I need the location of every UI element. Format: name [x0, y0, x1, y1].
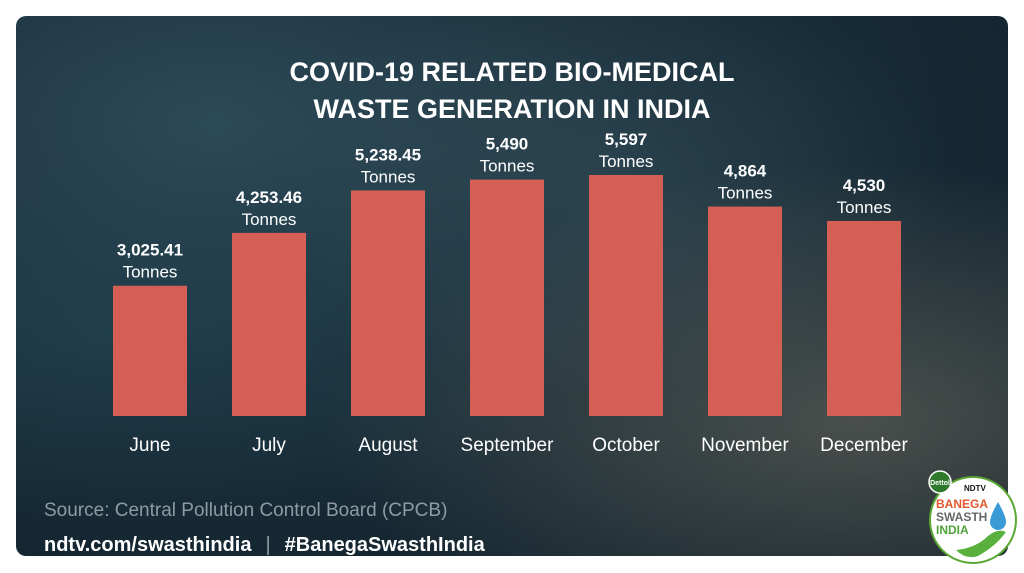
- svg-text:INDIA: INDIA: [936, 523, 969, 537]
- title-line-2: WASTE GENERATION IN INDIA: [313, 94, 711, 124]
- bar-june: [113, 285, 187, 416]
- unit-label: Tonnes: [123, 263, 178, 282]
- value-label: 4,530: [843, 176, 886, 195]
- value-label: 5,238.45: [355, 145, 421, 164]
- svg-text:NDTV: NDTV: [964, 484, 986, 493]
- bar-august: [351, 190, 425, 416]
- footer: ndtv.com/swasthindia | #BanegaSwasthIndia: [44, 534, 485, 556]
- unit-label: Tonnes: [480, 157, 535, 176]
- value-label: 4,864: [724, 162, 767, 181]
- category-label: July: [252, 435, 286, 456]
- category-label: October: [592, 435, 660, 456]
- unit-label: Tonnes: [242, 210, 297, 229]
- bar-november: [708, 206, 782, 416]
- category-label: November: [701, 435, 789, 456]
- footer-url[interactable]: ndtv.com/swasthindia: [44, 534, 252, 556]
- value-label: 4,253.46: [236, 188, 302, 207]
- category-label: December: [820, 435, 908, 456]
- value-label: 5,597: [605, 130, 648, 149]
- value-label: 3,025.41: [117, 241, 183, 260]
- bar-october: [589, 175, 663, 416]
- svg-text:SWASTH: SWASTH: [936, 510, 987, 524]
- category-label: August: [358, 435, 418, 456]
- bar-july: [232, 232, 306, 416]
- chart-title: COVID-19 RELATED BIO-MEDICAL WASTE GENER…: [16, 54, 1008, 128]
- category-label: June: [129, 435, 170, 456]
- title-line-1: COVID-19 RELATED BIO-MEDICAL: [289, 57, 735, 87]
- unit-label: Tonnes: [599, 152, 654, 171]
- unit-label: Tonnes: [361, 167, 416, 186]
- svg-text:Dettol: Dettol: [930, 480, 950, 487]
- unit-label: Tonnes: [837, 198, 892, 217]
- bar-december: [827, 220, 901, 416]
- bar-september: [470, 179, 544, 416]
- source-text: Source: Central Pollution Control Board …: [44, 500, 448, 521]
- value-label: 5,490: [486, 135, 529, 154]
- unit-label: Tonnes: [718, 184, 773, 203]
- svg-text:BANEGA: BANEGA: [936, 497, 988, 511]
- category-label: September: [461, 435, 555, 456]
- footer-separator: |: [265, 534, 271, 556]
- banega-swasth-india-logo: Dettol NDTV BANEGA SWASTH INDIA: [928, 470, 1017, 564]
- footer-hashtag[interactable]: #BanegaSwasthIndia: [284, 534, 485, 556]
